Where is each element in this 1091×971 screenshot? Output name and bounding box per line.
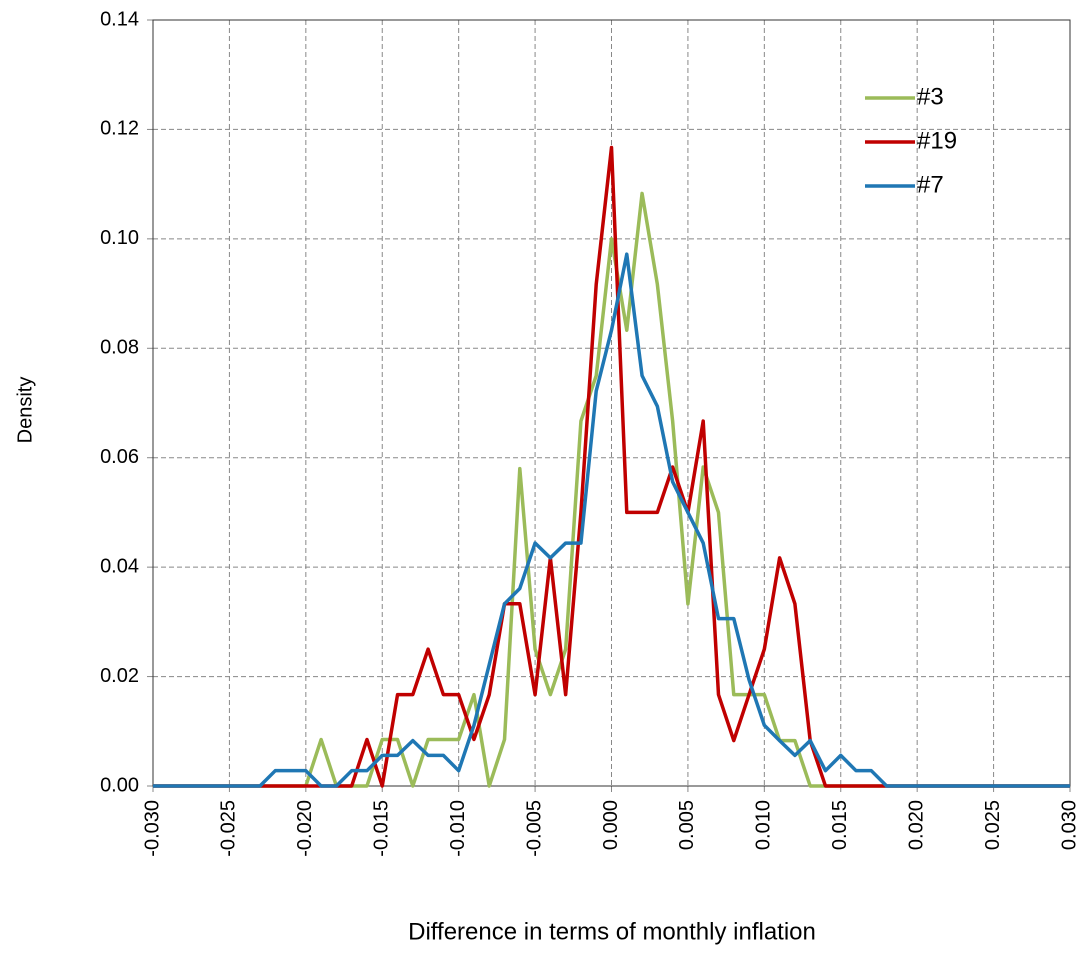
x-tick-label: 0.000 bbox=[600, 800, 622, 850]
plot-frame bbox=[152, 19, 1071, 787]
y-axis-label: Density bbox=[14, 377, 36, 444]
series-line bbox=[153, 252, 1070, 788]
legend-label: #3 bbox=[917, 83, 944, 110]
legend-label: #7 bbox=[917, 171, 944, 198]
x-tick-label: 0.015 bbox=[829, 800, 851, 850]
x-tick-label: -0.010 bbox=[447, 800, 469, 857]
series-line bbox=[153, 191, 1070, 788]
y-tick-label: 0.14 bbox=[100, 8, 139, 30]
y-tick-label: 0.04 bbox=[100, 555, 139, 577]
x-tick-label: -0.020 bbox=[294, 800, 316, 857]
y-tick-label: 0.10 bbox=[100, 227, 139, 249]
x-tick-label: 0.010 bbox=[753, 800, 775, 850]
x-tick-label: 0.030 bbox=[1058, 800, 1080, 850]
x-tick-label: 0.005 bbox=[676, 800, 698, 850]
x-axis-label: Difference in terms of monthly inflation bbox=[408, 918, 816, 945]
x-tick-label: -0.030 bbox=[141, 800, 163, 857]
y-tick-label: 0.08 bbox=[100, 337, 139, 359]
legend-label: #19 bbox=[917, 127, 957, 154]
x-tick-label: -0.005 bbox=[523, 800, 545, 857]
x-tick-label: -0.025 bbox=[218, 800, 240, 857]
y-tick-label: 0.12 bbox=[100, 118, 139, 140]
x-tick-label: 0.020 bbox=[905, 800, 927, 850]
y-tick-label: 0.02 bbox=[100, 665, 139, 687]
y-tick-label: 0.06 bbox=[100, 446, 139, 468]
x-tick-label: -0.015 bbox=[371, 800, 393, 857]
x-tick-label: 0.025 bbox=[982, 800, 1004, 850]
y-tick-label: 0.00 bbox=[100, 774, 139, 796]
